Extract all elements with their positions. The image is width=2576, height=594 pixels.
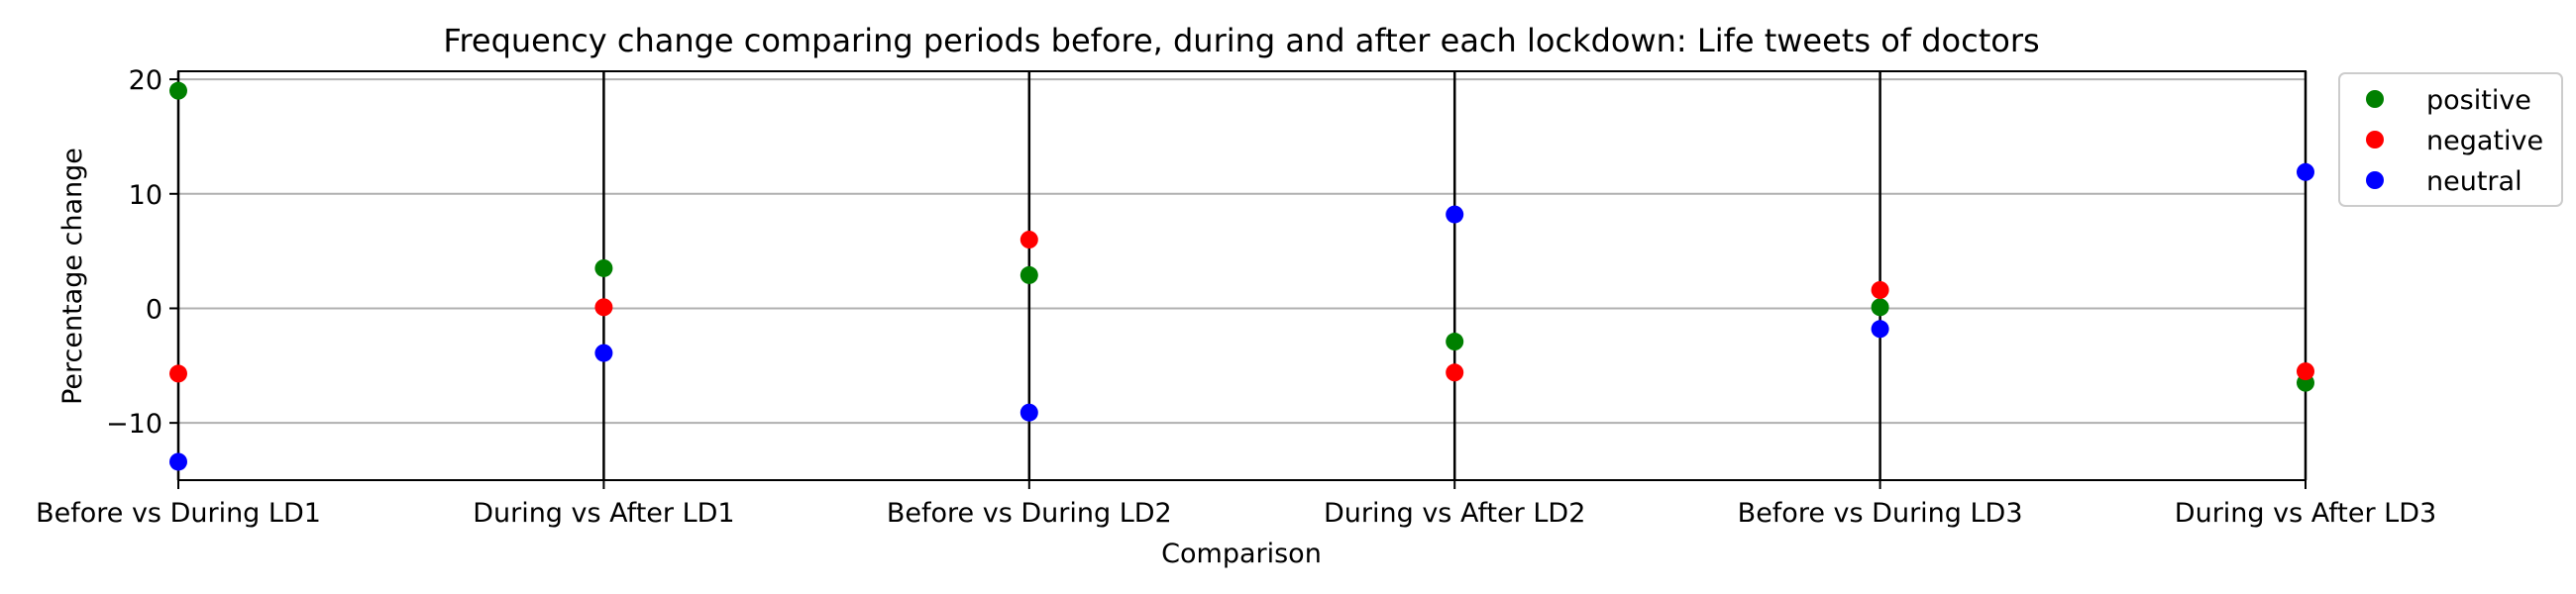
y-axis: 20 10 0 −10 (106, 65, 178, 440)
grid (178, 78, 2306, 425)
legend: positive negative neutral (2338, 72, 2563, 207)
x-tick-label: Before vs During LD1 (36, 498, 321, 529)
category-lines (176, 71, 2308, 480)
point-negative (1871, 280, 1889, 299)
point-neutral (1020, 403, 1038, 422)
point-negative (1020, 231, 1038, 249)
y-tick-label: 20 (129, 65, 162, 96)
point-neutral (1871, 320, 1889, 339)
y-tick-label: −10 (106, 409, 162, 440)
point-positive (169, 81, 187, 100)
point-neutral (594, 344, 613, 362)
legend-label: negative (2426, 126, 2543, 156)
y-tick-label: 10 (129, 180, 162, 211)
plot-frame (177, 70, 2307, 481)
point-positive (1871, 298, 1889, 317)
x-axis: Before vs During LD1 During vs After LD1 B… (36, 480, 2436, 529)
x-axis-label: Comparison (1161, 539, 1322, 569)
legend-marker-neutral (2366, 171, 2384, 189)
x-tick-label: During vs After LD1 (473, 498, 734, 529)
legend-box (2338, 72, 2563, 207)
point-negative (1446, 363, 1464, 382)
x-tick-label: During vs After LD3 (2175, 498, 2436, 529)
x-tick-label: Before vs During LD3 (1738, 498, 2023, 529)
point-neutral (1446, 205, 1464, 224)
data-points (169, 81, 2314, 471)
x-tick-label: During vs After LD2 (1324, 498, 1585, 529)
point-negative (2297, 362, 2314, 381)
legend-label: neutral (2426, 166, 2522, 197)
y-tick-label: 0 (146, 294, 162, 325)
point-positive (594, 258, 613, 277)
legend-marker-negative (2366, 131, 2384, 148)
point-negative (594, 298, 613, 317)
point-neutral (2297, 162, 2314, 181)
legend-label: positive (2426, 85, 2531, 116)
chart-title: Frequency change comparing periods befor… (443, 22, 2039, 59)
x-tick-label: Before vs During LD2 (887, 498, 1172, 529)
point-positive (1446, 333, 1464, 351)
point-positive (1020, 265, 1038, 284)
y-axis-label: Percentage change (57, 148, 88, 405)
point-neutral (169, 452, 187, 471)
point-negative (169, 364, 187, 383)
legend-marker-positive (2366, 90, 2384, 108)
